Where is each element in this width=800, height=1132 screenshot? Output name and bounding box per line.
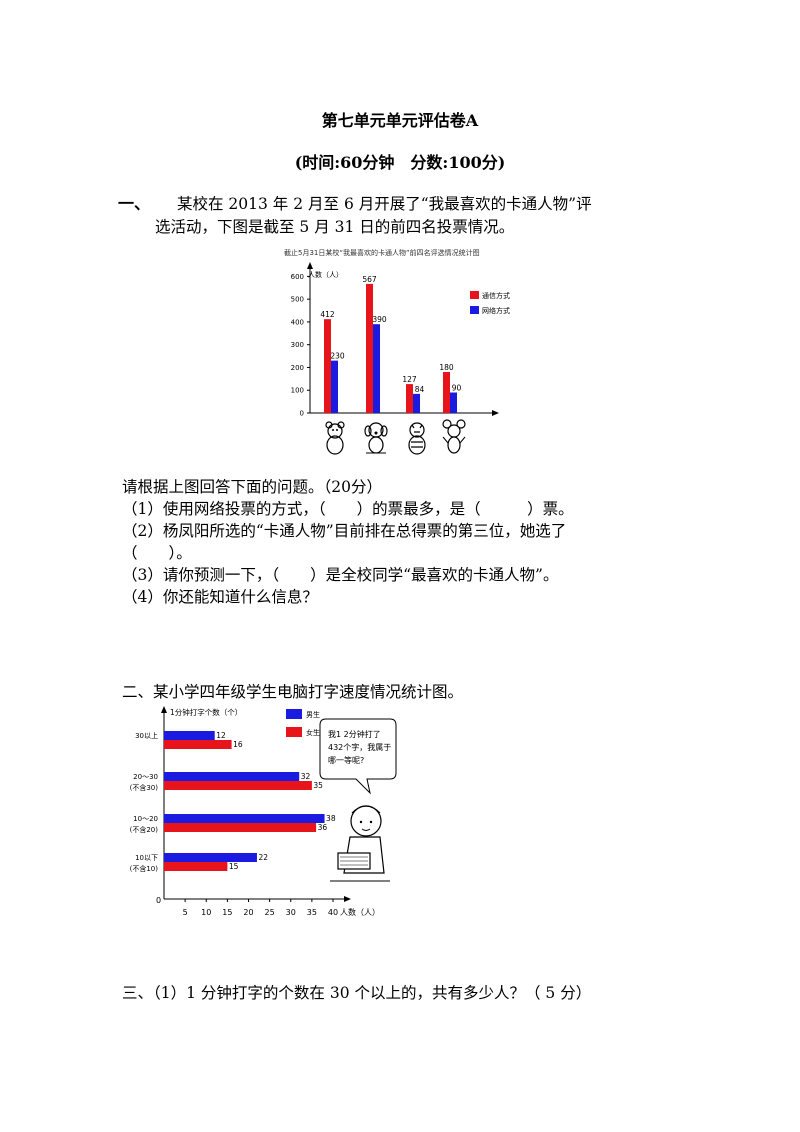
chart2-data-label: 12 <box>216 731 226 740</box>
chart1-y-tick-label: 400 <box>291 318 304 326</box>
chart1-legend-swatch <box>470 306 479 314</box>
chart1-data-label: 84 <box>415 385 425 394</box>
chart1-data-label: 180 <box>439 363 454 372</box>
chart2-x-tick-label: 5 <box>183 908 188 917</box>
chart2-bar <box>164 853 257 862</box>
section1-prompt: 请根据上图回答下面的问题。（20分） <box>122 478 382 496</box>
chart1-bar <box>373 324 380 413</box>
chart1-legend-swatch <box>470 291 479 299</box>
chart2-legend-label: 男生 <box>306 710 320 719</box>
chart1-bar <box>366 283 373 413</box>
chart1-y-tick-label: 0 <box>300 410 304 418</box>
speech-bubble-text: 我1 2分钟打了 432个字，我属于哪一等呢? <box>328 729 391 765</box>
cartoon-vote-chart: 截止5月31日某校“我最喜欢的卡通人物”前四名评选情况统计图 人数（人） 0 10… <box>284 248 510 455</box>
chart1-data-label: 90 <box>452 384 462 393</box>
chart2-x-label: 人数（人） <box>340 907 380 917</box>
question-1: （1）使用网络投票的方式，（ ）的票最多，是（ ）票。 <box>122 500 574 518</box>
chart2-bar <box>164 781 312 790</box>
chart2-data-label: 22 <box>258 853 268 862</box>
chart2-category-label: 10以下 <box>135 854 158 862</box>
chart2-category-sublabel: (不含20) <box>130 825 159 834</box>
question-4: （4）你还能知道什么信息？ <box>122 588 318 606</box>
chart1-y-tick-label: 500 <box>291 296 304 304</box>
chart2-x-axis-arrow <box>344 896 351 902</box>
child-typing-icon <box>330 805 390 882</box>
chart1-bar <box>406 384 413 413</box>
chart1-bar <box>324 319 331 413</box>
chart2-x-tick-label: 30 <box>286 908 296 917</box>
chart1-title: 截止5月31日某校“我最喜欢的卡通人物”前四名评选情况统计图 <box>284 248 480 257</box>
chart1-data-label: 390 <box>372 315 387 324</box>
chart1-y-tick-label: 100 <box>291 387 304 395</box>
chart2-category-sublabel: (不含10) <box>130 864 159 873</box>
chart1-data-label: 127 <box>402 375 417 384</box>
chart2-data-label: 16 <box>233 740 243 749</box>
chart1-x-axis-arrow <box>492 410 499 416</box>
chart2-y-axis-arrow <box>161 706 167 713</box>
chart2-x-tick-label: 10 <box>201 908 211 917</box>
chart2-legend-swatch <box>286 727 302 737</box>
section3-question: 三、（1）1 分钟打字的个数在 30 个以上的，共有多少人？（ 5 分） <box>122 984 592 1002</box>
chart2-data-label: 36 <box>318 823 328 832</box>
chart1-bar <box>450 392 457 413</box>
page-title: 第七单元单元评估卷A <box>321 111 479 130</box>
chart2-x-tick-label: 15 <box>222 908 232 917</box>
chart2-bar <box>164 731 215 740</box>
speech-bubble <box>319 718 397 795</box>
chart2-bar <box>164 862 228 871</box>
chart1-y-tick-label: 300 <box>291 341 304 349</box>
dog-icon <box>364 422 388 454</box>
question-3: （3）请你预测一下，（ ）是全校同学“最喜欢的卡通人物”。 <box>122 566 559 584</box>
chart2-data-label: 38 <box>326 814 336 823</box>
chart2-x-tick-label: 35 <box>307 908 317 917</box>
chart1-y-tick-label: 600 <box>291 273 304 281</box>
chart1-y-label: 人数（人） <box>308 270 343 279</box>
chart2-x-tick-label: 25 <box>265 908 275 917</box>
chart2-data-label: 15 <box>229 862 239 871</box>
chart2-legend-label: 女生 <box>306 728 320 737</box>
chart1-legend-label: 通信方式 <box>482 291 510 300</box>
question-2-line1: （2）杨凤阳所选的“卡通人物”目前排在总得票的第三位，她选了 <box>122 522 567 540</box>
chart1-y-axis-arrow <box>307 262 313 269</box>
speech-bubble-line: 432个字，我属于 <box>328 742 391 752</box>
section1-intro-line1: 某校在 2013 年 2 月至 6 月开展了“我最喜欢的卡通人物”评 <box>177 195 592 213</box>
chart2-bar <box>164 740 232 749</box>
chart2-y-label: 1分钟打字个数（个） <box>170 707 242 717</box>
mouse-icon <box>442 419 466 454</box>
speech-bubble-line: 我1 2分钟打了 <box>328 729 381 739</box>
section2-heading: 二、某小学四年级学生电脑打字速度情况统计图。 <box>122 683 464 701</box>
chart2-data-label: 32 <box>301 772 311 781</box>
chart1-data-label: 412 <box>320 310 335 319</box>
chart2-origin-label: 0 <box>156 896 161 905</box>
speech-bubble-line: 哪一等呢? <box>328 755 364 765</box>
chart2-data-label: 35 <box>313 781 323 790</box>
chart2-bar <box>164 814 325 823</box>
chart2-legend-swatch <box>286 709 302 719</box>
chart2-category-label: 20～30 <box>133 773 158 781</box>
chart2-category-label: 10～20 <box>133 815 158 823</box>
chart1-bar <box>331 360 338 413</box>
chart2-category-label: 30以上 <box>135 731 158 740</box>
chart2-category-sublabel: (不含30) <box>130 783 159 792</box>
bear-icon <box>325 421 345 455</box>
chart2-bar <box>164 772 300 781</box>
section1-intro-line2: 选活动，下图是截至 5 月 31 日的前四名投票情况。 <box>155 218 515 236</box>
chart1-legend-label: 网络方式 <box>482 306 510 315</box>
question-2-line2: （ ）。 <box>122 544 192 562</box>
page-subtitle: (时间:60分钟 分数:100分) <box>294 153 506 172</box>
chart1-bar <box>413 393 420 413</box>
chart1-data-label: 567 <box>362 275 377 284</box>
chart1-y-tick-label: 200 <box>291 364 304 372</box>
chart1-bar <box>443 372 450 413</box>
chart2-bar <box>164 823 317 832</box>
chart2-x-tick-label: 20 <box>243 908 253 917</box>
chart1-data-label: 230 <box>330 352 345 361</box>
tiger-icon <box>408 422 426 455</box>
chart2-x-tick-label: 40 <box>328 908 338 917</box>
typing-speed-chart: 1分钟打字个数（个） 0 人数（人） 5 10 15 20 25 30 35 40 30以上 2… <box>130 706 397 917</box>
section1-number: 一、 <box>118 194 151 213</box>
